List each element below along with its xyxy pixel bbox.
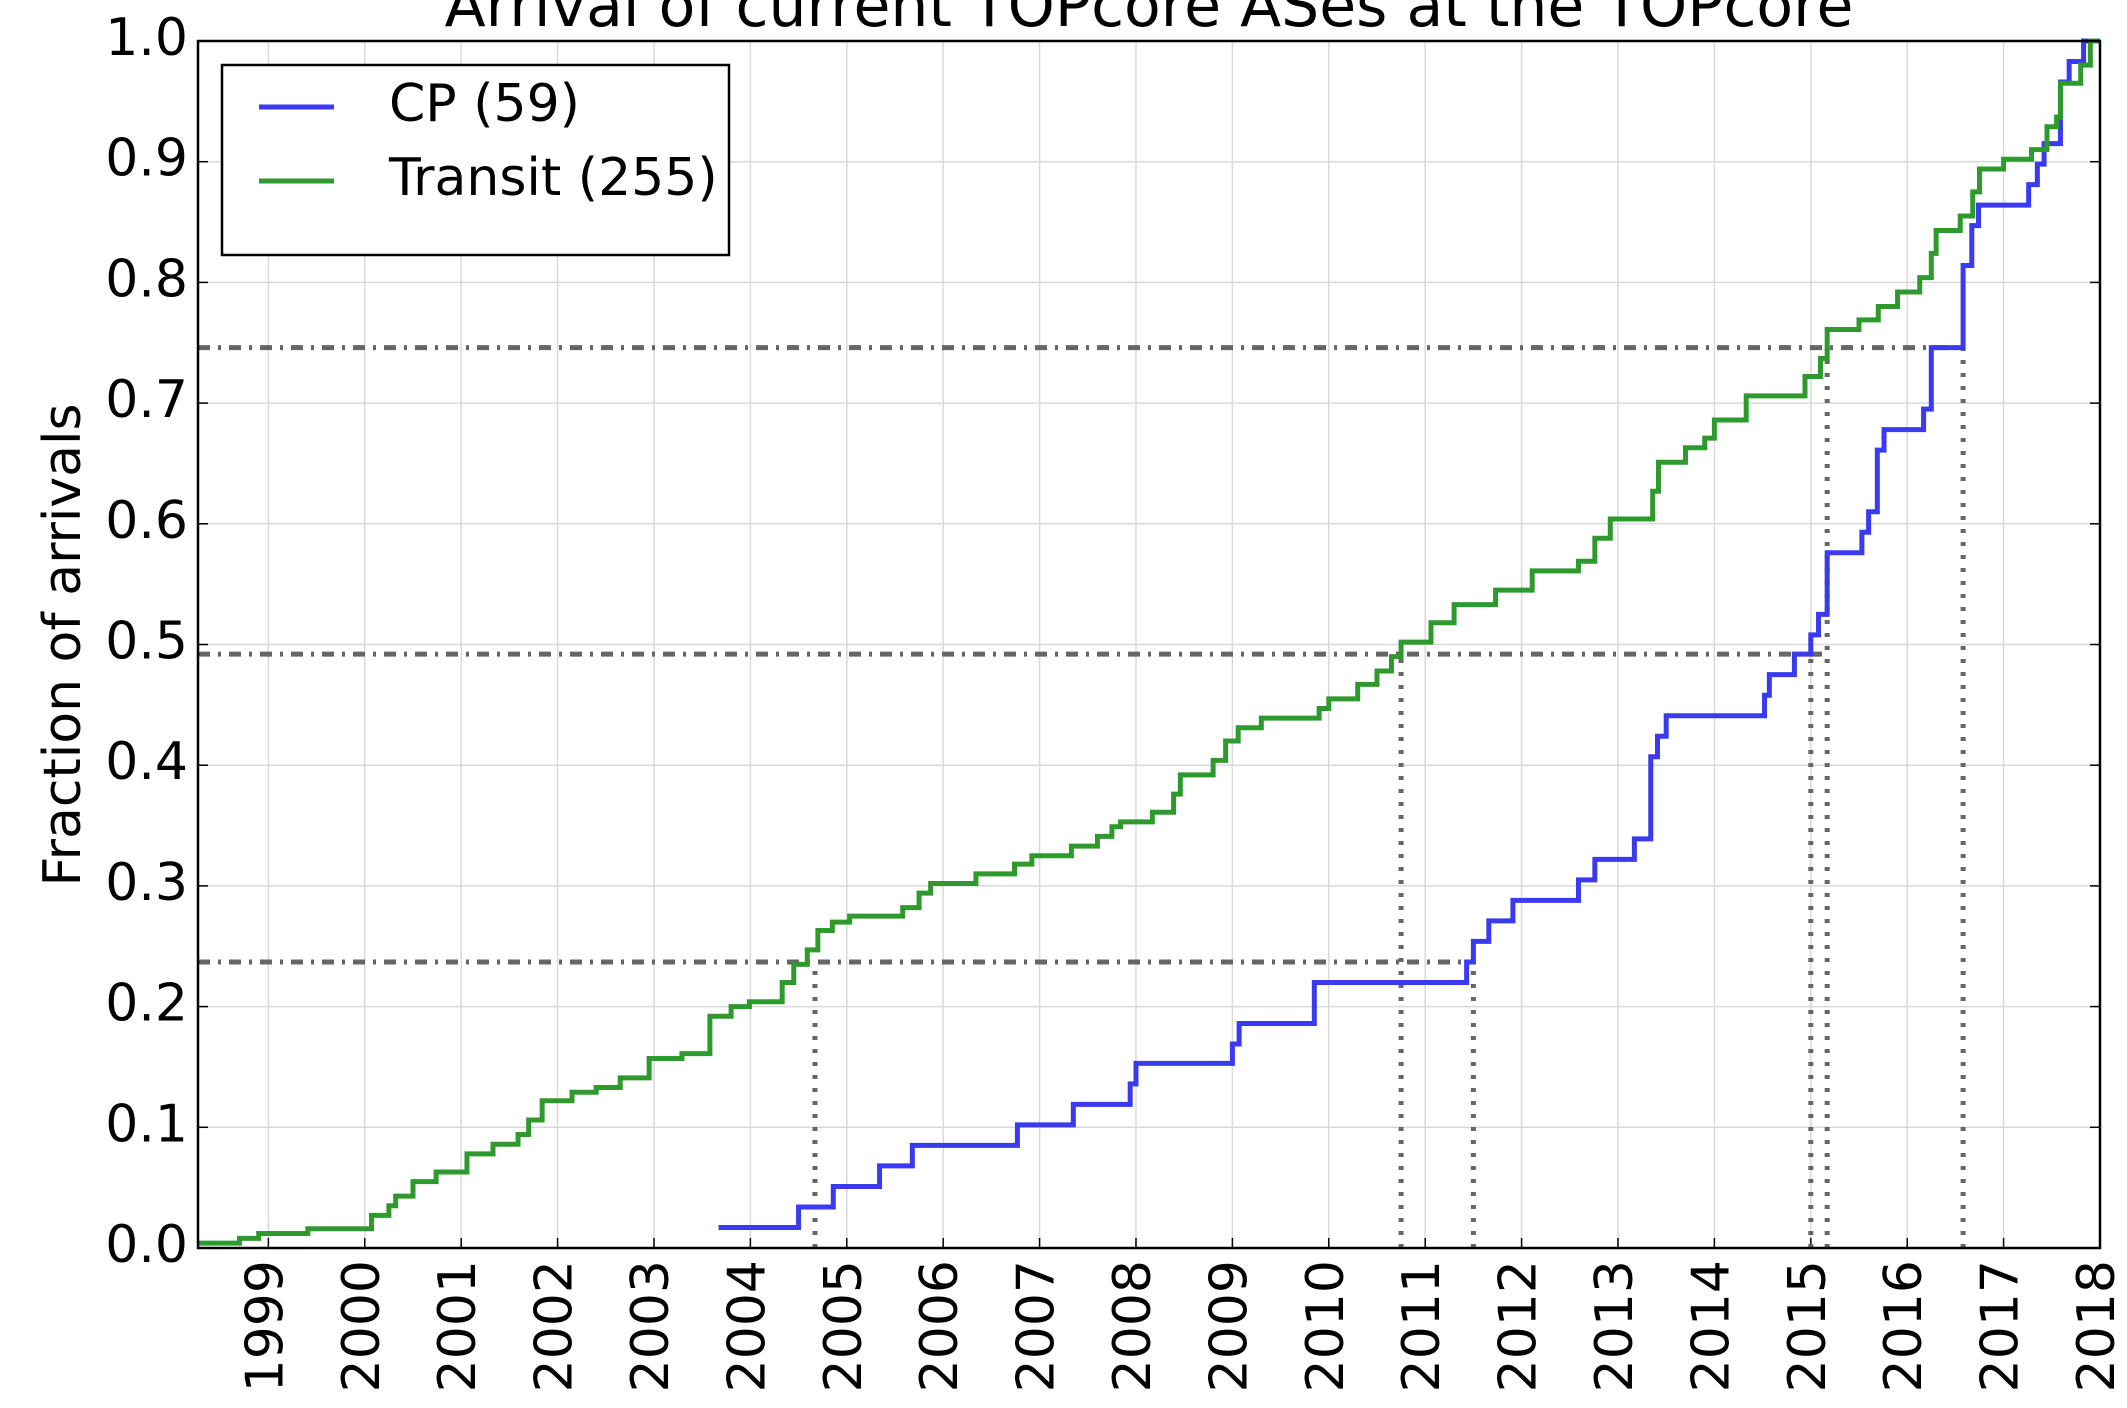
y-tick-label: 0.4 [105, 732, 188, 792]
x-tick-label: 2018 [2067, 1260, 2127, 1392]
x-tick-label: 2007 [1007, 1260, 1067, 1392]
y-axis-label: Fraction of arrivals [33, 403, 93, 886]
y-tick-label: 0.1 [105, 1094, 188, 1154]
legend-label: CP (59) [389, 74, 580, 134]
x-tick-label: 2009 [1199, 1260, 1259, 1392]
x-tick-label: 2013 [1585, 1260, 1645, 1392]
y-tick-label: 0.6 [105, 491, 188, 551]
legend-label: Transit (255) [388, 148, 718, 208]
y-tick-label: 0.2 [105, 974, 188, 1034]
x-tick-label: 2005 [814, 1260, 874, 1392]
x-tick-label: 2006 [910, 1260, 970, 1392]
series-line [198, 38, 2100, 1246]
x-tick-label: 2016 [1874, 1260, 1934, 1392]
x-tick-label: 2010 [1296, 1260, 1356, 1392]
x-tick-label: 2000 [332, 1260, 392, 1392]
x-tick-label: 2012 [1489, 1260, 1549, 1392]
y-tick-label: 0.3 [105, 853, 188, 913]
x-tick-label: 1999 [235, 1260, 295, 1392]
plot-frame [196, 39, 2102, 1250]
x-tick-label: 2002 [525, 1260, 585, 1392]
x-tick-label: 2014 [1681, 1260, 1741, 1392]
y-tick-label: 0.0 [105, 1215, 188, 1275]
x-tick-label: 2011 [1392, 1260, 1452, 1392]
chart-title: Arrival of current TOPcore ASes at the T… [445, 0, 1854, 41]
x-tick-label: 2017 [1971, 1260, 2031, 1392]
y-tick-label: 0.9 [105, 129, 188, 189]
x-tick-label: 2008 [1103, 1260, 1163, 1392]
y-tick-label: 0.7 [105, 370, 188, 430]
y-tick-label: 0.8 [105, 249, 188, 309]
series-line [718, 38, 2100, 1230]
x-tick-label: 2003 [621, 1260, 681, 1392]
legend-box [220, 63, 731, 257]
y-tick-label: 1.0 [105, 8, 188, 68]
x-tick-label: 2004 [717, 1260, 777, 1392]
y-tick-label: 0.5 [105, 612, 188, 672]
x-tick-label: 2001 [428, 1260, 488, 1392]
x-tick-label: 2015 [1778, 1260, 1838, 1392]
